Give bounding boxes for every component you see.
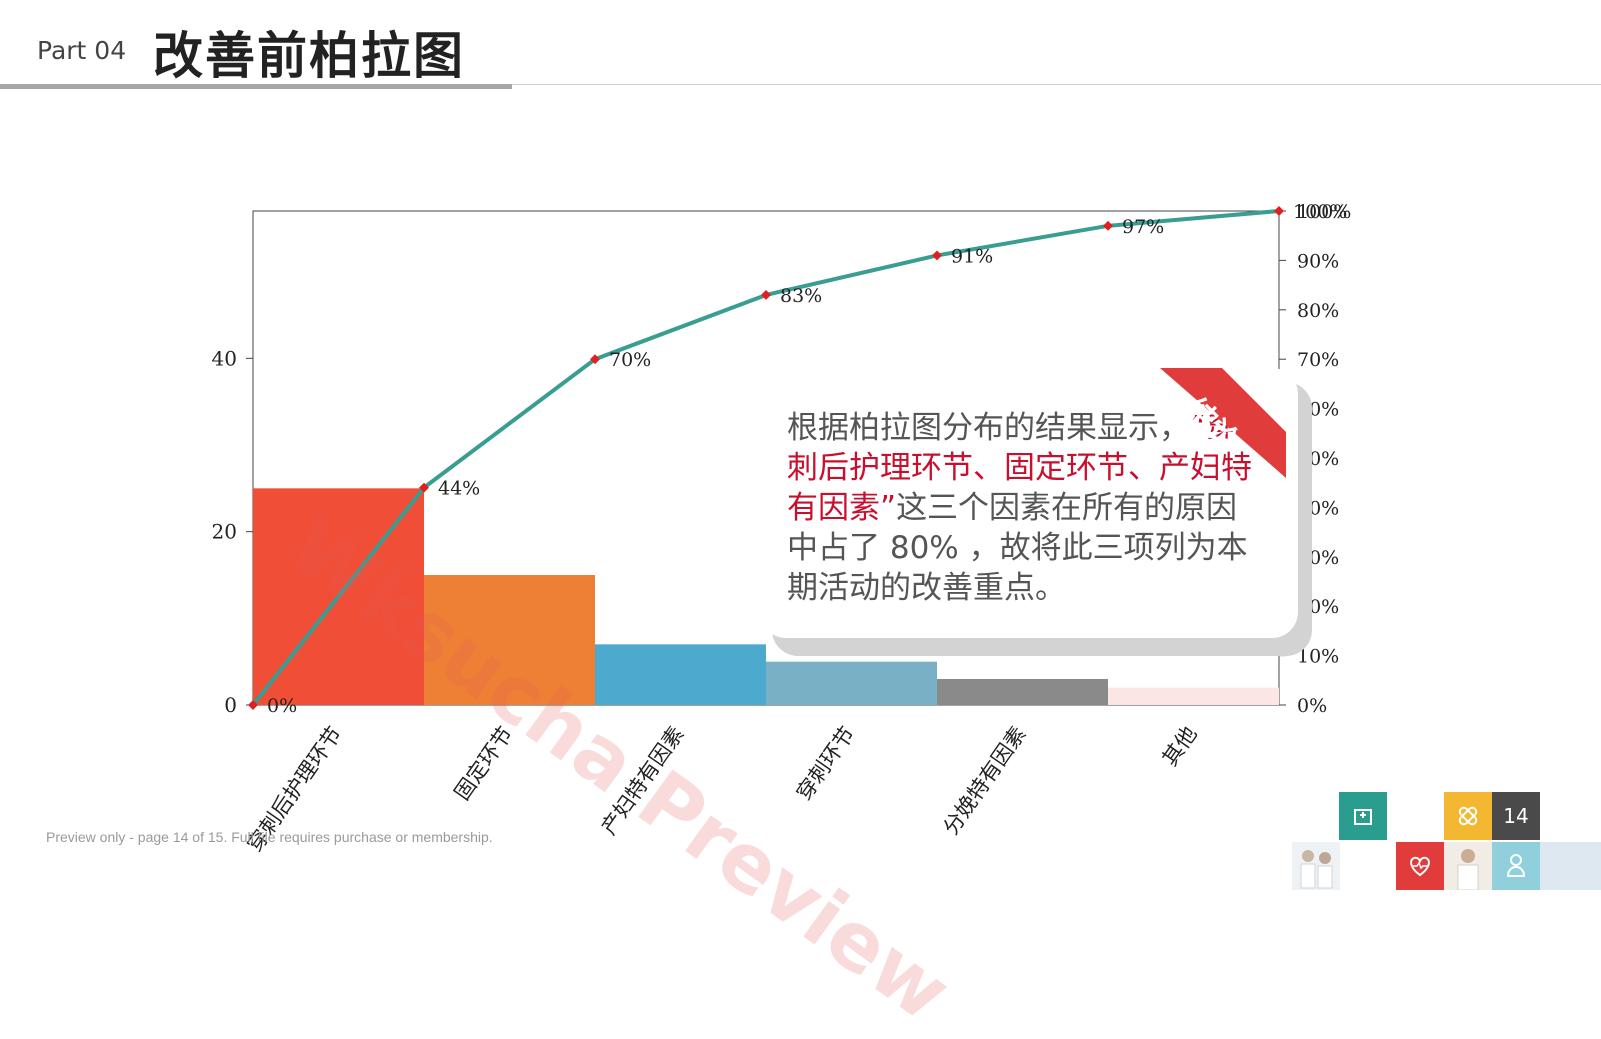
conclusion-rest: 这三个因素在所有的原因中占了 80% ，故将此三项列为本期活动的改善重点。 <box>787 490 1248 606</box>
right-tick-label: 70% <box>1297 349 1339 371</box>
part-label: Part 04 <box>37 36 127 65</box>
conclusion-callout: 根据柏拉图分布的结果显示，“穿刺后护理环节、固定环节、产妇特有因素”这三个因素在… <box>760 368 1298 638</box>
right-tick-label: 80% <box>1297 300 1339 322</box>
category-label-5: 分娩特有因素 <box>939 722 1031 839</box>
cumulative-label-3: 83% <box>780 285 822 307</box>
right-tick-label: 0% <box>1297 695 1327 717</box>
cumulative-label-0: 0% <box>267 695 297 717</box>
left-tick-label: 20 <box>212 520 237 544</box>
medical-staff-tile <box>1492 842 1540 890</box>
page-number: 14 <box>1503 804 1529 828</box>
slide-title: 改善前柏拉图 <box>153 27 465 85</box>
bar-3 <box>595 644 766 705</box>
cumulative-label-6: 100% <box>1293 201 1347 223</box>
right-tick-label: 90% <box>1297 250 1339 272</box>
cumulative-label-1: 44% <box>438 478 480 500</box>
bar-2 <box>424 575 595 705</box>
bandage-tile <box>1444 792 1492 840</box>
category-label-6: 其他 <box>1158 722 1202 770</box>
category-label-4: 穿刺环节 <box>792 722 860 805</box>
doctors-icon <box>1300 850 1333 889</box>
category-label-2: 固定环节 <box>450 722 518 805</box>
bandage-icon <box>1458 806 1478 826</box>
heart-tile <box>1396 842 1444 890</box>
header-accent-bar <box>0 84 512 89</box>
header-divider <box>0 84 1601 85</box>
right-tick-label: 10% <box>1297 646 1339 668</box>
cumulative-point-5 <box>1103 220 1113 231</box>
nurse-photo-tile <box>1444 842 1492 890</box>
conclusion-highlight: “穿刺后护理环节、固定环节、产妇特有因素” <box>787 410 1252 526</box>
conclusion-text: 根据柏拉图分布的结果显示，“穿刺后护理环节、固定环节、产妇特有因素”这三个因素在… <box>787 408 1267 608</box>
nurse-icon <box>1457 849 1479 890</box>
cumulative-label-5: 97% <box>1122 216 1164 238</box>
cumulative-point-3 <box>761 290 771 300</box>
preview-note: Preview only - page 14 of 15. Full file … <box>46 829 493 845</box>
cumulative-point-2 <box>590 354 600 365</box>
cumulative-point-0 <box>248 700 258 710</box>
page-number-tile <box>1492 792 1540 840</box>
bar-4 <box>766 661 937 705</box>
right-tick-label: 100% <box>1297 201 1351 223</box>
hospital-tile <box>1339 792 1387 840</box>
doctors-photo-tile <box>1292 842 1340 890</box>
bar-6 <box>1108 687 1279 705</box>
pareto-chart: 020400%10%20%30%40%50%60%70%80%90%100%穿刺… <box>212 201 1352 856</box>
medical-staff-icon <box>1506 854 1526 877</box>
left-tick-label: 0 <box>224 693 237 717</box>
heartbeat-icon <box>1410 856 1430 877</box>
conclusion-line-1: 根据柏拉图分布的结果显示， <box>787 410 1190 446</box>
pale-blue-tile <box>1540 842 1601 890</box>
bar-5 <box>937 679 1108 705</box>
slide-header: Part 04 改善前柏拉图 <box>0 0 1601 90</box>
cumulative-point-1 <box>419 482 429 493</box>
cumulative-point-6 <box>1274 206 1284 216</box>
cumulative-label-4: 91% <box>951 245 993 267</box>
category-label-3: 产妇特有因素 <box>597 722 689 839</box>
cumulative-label-2: 70% <box>609 349 651 371</box>
conclusion-ribbon <box>1160 368 1286 478</box>
left-tick-label: 40 <box>212 346 237 370</box>
cumulative-point-4 <box>932 250 942 261</box>
hospital-icon <box>1354 809 1372 825</box>
